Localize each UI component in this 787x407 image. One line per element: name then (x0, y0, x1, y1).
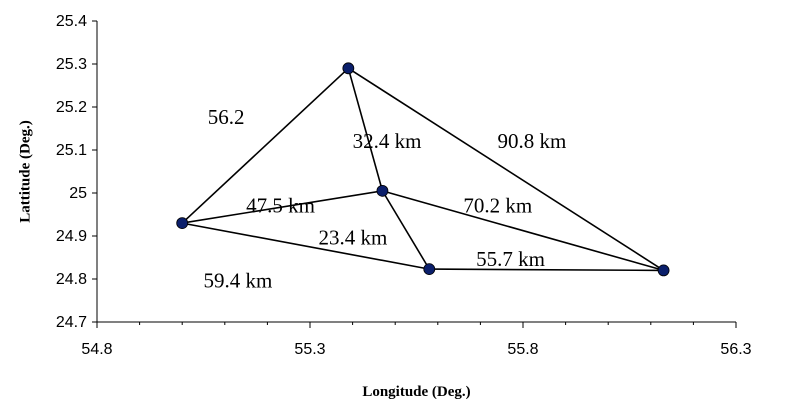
edge-line (429, 268, 664, 272)
y-tick-label: 25 (69, 185, 87, 202)
edge-line (381, 190, 430, 270)
edge-line (181, 67, 349, 224)
edge-line (382, 190, 664, 272)
edges (181, 67, 665, 272)
data-point (423, 263, 436, 276)
distance-label: 59.4 km (204, 269, 273, 293)
distance-label: 90.8 km (497, 129, 566, 153)
distance-label: 23.4 km (319, 226, 388, 250)
x-axis-title: Longitude (Deg.) (362, 384, 470, 400)
y-tick-label: 24.9 (56, 228, 87, 245)
y-tick-label: 25.1 (56, 142, 87, 159)
data-point (657, 264, 670, 277)
distance-label: 56.2 (208, 105, 245, 129)
x-tick-label: 56.3 (720, 341, 751, 358)
data-point (176, 217, 189, 230)
annotations: 56.2 32.4 km 90.8 km 47.5 km 70.2 km 23.4 km 5… (204, 105, 567, 292)
edge-line (347, 67, 665, 272)
edge-line (182, 222, 430, 270)
distance-label: 32.4 km (353, 129, 422, 153)
distance-label: 70.2 km (463, 193, 532, 217)
y-tick-label: 24.7 (56, 314, 87, 331)
ticks: 24.7 24.8 24.9 25 25.1 25.2 25.3 25.4 54.8 55.3 55… (56, 13, 752, 358)
x-tick-label: 55.3 (294, 341, 325, 358)
distance-label: 47.5 km (246, 193, 315, 217)
y-tick-label: 24.8 (56, 271, 87, 288)
y-tick-label: 25.2 (56, 99, 87, 116)
distance-label: 55.7 km (476, 247, 545, 271)
data-point (342, 62, 355, 75)
y-tick-label: 25.3 (56, 56, 87, 73)
x-tick-label: 54.8 (81, 341, 112, 358)
axes (96, 21, 736, 323)
y-tick-label: 25.4 (56, 13, 87, 30)
x-tick-label: 55.8 (507, 341, 538, 358)
edge-line (182, 190, 383, 224)
edge-line (347, 68, 384, 192)
nodes (176, 62, 670, 277)
data-point (376, 184, 389, 197)
y-axis-title: Lattitude (Deg.) (17, 120, 33, 222)
